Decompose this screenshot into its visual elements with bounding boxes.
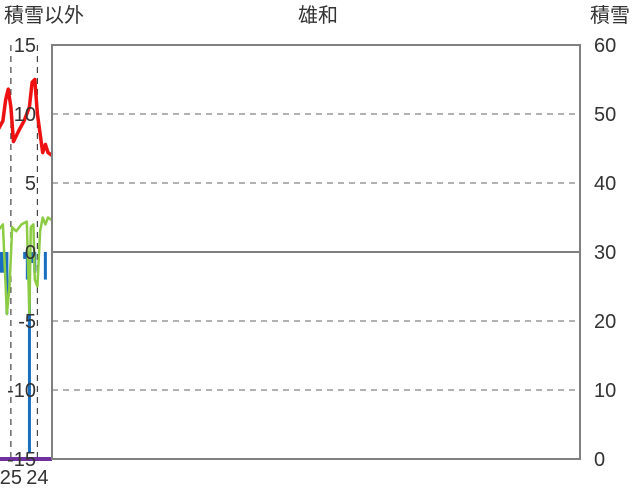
left-tick-label: 15 bbox=[14, 35, 36, 57]
bar bbox=[5, 252, 9, 315]
bar bbox=[43, 252, 47, 280]
gridlines bbox=[10, 45, 580, 459]
left-tick-label: -10 bbox=[7, 380, 36, 402]
plot-frame bbox=[51, 44, 581, 460]
right-tick-label: 20 bbox=[594, 311, 616, 333]
right-tick-label: 10 bbox=[594, 380, 616, 402]
right-axis-title: 積雪 bbox=[590, 4, 630, 27]
bar bbox=[27, 252, 31, 453]
chart-title: 雄和 bbox=[298, 4, 338, 27]
series-line-1 bbox=[0, 216, 53, 316]
x-tick-label: 25 bbox=[0, 467, 22, 489]
right-axis-ticks: 60 50 40 30 20 10 0 bbox=[594, 35, 616, 471]
line-series bbox=[0, 77, 54, 461]
left-tick-label: 10 bbox=[14, 104, 36, 126]
right-tick-label: 30 bbox=[594, 242, 616, 264]
left-axis-ticks: 15 10 5 0 -5 -10 -15 bbox=[7, 35, 36, 471]
left-tick-label: -5 bbox=[18, 311, 36, 333]
left-axis-title: 積雪以外 bbox=[4, 4, 84, 27]
bar bbox=[0, 252, 2, 273]
bar bbox=[31, 252, 35, 264]
right-tick-label: 0 bbox=[594, 449, 605, 471]
right-tick-label: 40 bbox=[594, 173, 616, 195]
bar bbox=[23, 252, 27, 259]
bar bbox=[1, 252, 5, 273]
left-tick-label: -15 bbox=[7, 449, 36, 471]
series-line-0 bbox=[0, 77, 54, 157]
right-tick-label: 50 bbox=[594, 104, 616, 126]
x-tick-label: 24 bbox=[26, 467, 48, 489]
left-tick-label: 0 bbox=[25, 242, 36, 264]
left-tick-label: 5 bbox=[25, 173, 36, 195]
x-axis-ticks: 24252627282930123 bbox=[0, 467, 49, 489]
right-tick-label: 60 bbox=[594, 35, 616, 57]
